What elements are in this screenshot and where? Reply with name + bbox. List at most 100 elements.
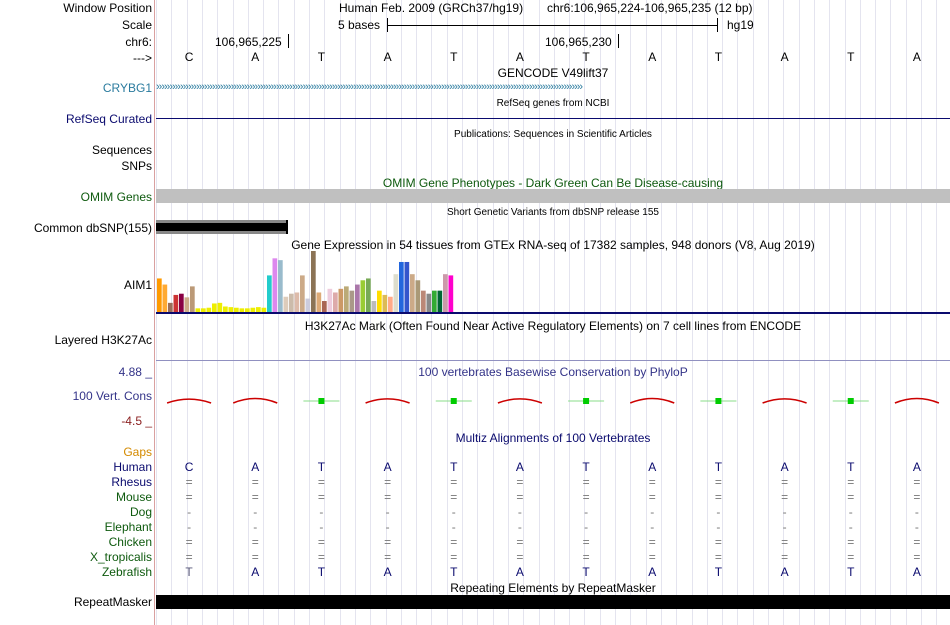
publications-label-snps[interactable]: SNPs (121, 159, 152, 173)
refseq-label[interactable]: RefSeq Curated (65, 112, 152, 126)
gtex-tissue-bar[interactable] (432, 290, 437, 312)
gtex-tissue-bar[interactable] (382, 294, 388, 312)
conservation-negative-mark[interactable] (166, 398, 212, 404)
gtex-tissue-bar[interactable] (228, 307, 234, 312)
gtex-tissue-bar[interactable] (305, 298, 311, 312)
gtex-tissue-bar[interactable] (184, 297, 190, 312)
gtex-tissue-bar[interactable] (261, 307, 267, 312)
repeatmasker-label[interactable]: RepeatMasker (73, 595, 152, 609)
gtex-tissue-bar[interactable] (443, 274, 448, 312)
gtex-tissue-bar[interactable] (393, 274, 399, 312)
gtex-tissue-bar[interactable] (234, 307, 239, 312)
gtex-tissue-bar[interactable] (344, 286, 349, 312)
conservation-negative-mark[interactable] (365, 398, 410, 404)
multiz-alignment-cell: - (716, 505, 721, 519)
conservation-positive-mark[interactable] (450, 398, 457, 404)
gtex-tissue-bar[interactable] (327, 288, 333, 312)
omim-label[interactable]: OMIM Genes (80, 190, 152, 204)
h3k27ac-label[interactable]: Layered H3K27Ac (54, 333, 152, 347)
gtex-tissue-bar[interactable] (388, 296, 393, 312)
gtex-tissue-bar[interactable] (272, 258, 278, 312)
gtex-tissue-bar[interactable] (212, 303, 217, 312)
gtex-bar-chart[interactable] (156, 250, 950, 315)
gtex-tissue-bar[interactable] (410, 274, 415, 312)
gtex-tissue-bar[interactable] (267, 275, 272, 312)
conservation-positive-mark[interactable] (318, 398, 325, 404)
gtex-tissue-bar[interactable] (360, 280, 366, 312)
scale-text: 5 bases (338, 18, 381, 32)
dbsnp-label[interactable]: Common dbSNP(155) (33, 221, 152, 235)
gtex-tissue-bar[interactable] (283, 296, 289, 312)
gtex-tissue-bar[interactable] (322, 301, 327, 312)
gtex-tissue-bar[interactable] (437, 290, 443, 312)
gtex-tissue-bar[interactable] (355, 284, 360, 312)
gtex-tissue-bar[interactable] (377, 290, 382, 312)
gtex-gene-label[interactable]: AIM1 (123, 278, 152, 292)
conservation-label[interactable]: 100 Vert. Cons (72, 389, 152, 403)
gtex-tissue-bar[interactable] (371, 301, 377, 312)
gtex-tissue-bar[interactable] (217, 302, 223, 312)
gtex-tissue-bar[interactable] (173, 294, 179, 312)
gtex-tissue-bar[interactable] (250, 307, 256, 312)
gtex-tissue-bar[interactable] (426, 293, 432, 312)
gtex-tissue-bar[interactable] (316, 292, 322, 312)
gtex-tissue-bar[interactable] (239, 308, 245, 312)
gtex-tissue-bar[interactable] (448, 275, 454, 312)
gtex-tissue-bar[interactable] (190, 286, 195, 312)
conservation-positive-mark[interactable] (583, 398, 590, 404)
gtex-tissue-bar[interactable] (157, 278, 162, 312)
conservation-negative-mark[interactable] (629, 397, 675, 404)
gtex-tissue-bar[interactable] (201, 308, 206, 312)
conservation-plot[interactable] (156, 390, 950, 414)
conservation-negative-mark[interactable] (762, 398, 807, 404)
gtex-tissue-bar[interactable] (245, 308, 250, 312)
gtex-tissue-bar[interactable] (300, 275, 305, 312)
gtex-tissue-bar[interactable] (168, 302, 173, 312)
gtex-tissue-bar[interactable] (223, 306, 228, 312)
multiz-species-label[interactable]: Dog (129, 505, 152, 519)
gtex-tissue-bar[interactable] (421, 290, 426, 312)
gencode-gene-feature[interactable]: ››››››››››››››››››››››››››››››››››››››››… (156, 81, 583, 93)
dbsnp-feature-bar[interactable] (156, 220, 288, 234)
multiz-species-label[interactable]: Mouse (115, 490, 152, 504)
multiz-alignment-cell: = (185, 550, 193, 564)
multiz-alignment-cell: A (383, 565, 392, 579)
conservation-negative-mark[interactable] (232, 397, 278, 404)
publications-label-sequences[interactable]: Sequences (91, 143, 152, 157)
refseq-gene-feature[interactable] (156, 118, 950, 119)
gencode-gene-label[interactable]: CRYBG1 (102, 81, 152, 95)
multiz-gaps-label[interactable]: Gaps (123, 445, 152, 459)
gtex-tissue-bar[interactable] (333, 292, 338, 312)
gtex-tissue-bar[interactable] (195, 308, 201, 312)
scale-label: Scale (121, 18, 152, 32)
gtex-tissue-bar[interactable] (338, 288, 344, 312)
conservation-negative-mark[interactable] (497, 398, 543, 404)
gtex-tissue-bar[interactable] (278, 260, 283, 312)
omim-feature-bar[interactable] (156, 189, 950, 203)
conservation-positive-mark[interactable] (715, 398, 722, 404)
multiz-alignment-cell: - (253, 520, 258, 534)
gtex-tissue-bar[interactable] (289, 293, 294, 312)
scale-bar (387, 18, 718, 32)
gtex-tissue-bar[interactable] (162, 284, 168, 312)
multiz-alignment-cell: = (781, 550, 789, 564)
multiz-species-label[interactable]: Elephant (104, 520, 152, 534)
multiz-species-label[interactable]: Zebrafish (101, 565, 152, 579)
repeatmasker-feature-bar[interactable] (156, 595, 950, 609)
gtex-tissue-bar[interactable] (179, 293, 184, 312)
gtex-tissue-bar[interactable] (404, 261, 410, 312)
multiz-species-label[interactable]: Chicken (108, 535, 152, 549)
gtex-tissue-bar[interactable] (415, 280, 421, 312)
gtex-tissue-bar[interactable] (311, 251, 316, 312)
gtex-tissue-bar[interactable] (294, 292, 300, 312)
multiz-species-label[interactable]: Human (113, 460, 152, 474)
conservation-negative-mark[interactable] (894, 397, 940, 404)
multiz-species-label[interactable]: Rhesus (111, 475, 152, 489)
gtex-tissue-bar[interactable] (206, 307, 212, 312)
gtex-tissue-bar[interactable] (256, 307, 261, 312)
gtex-tissue-bar[interactable] (399, 261, 404, 312)
gtex-tissue-bar[interactable] (349, 290, 355, 312)
conservation-positive-mark[interactable] (847, 398, 854, 404)
multiz-species-label[interactable]: X_tropicalis (89, 550, 152, 564)
gtex-tissue-bar[interactable] (366, 278, 371, 312)
